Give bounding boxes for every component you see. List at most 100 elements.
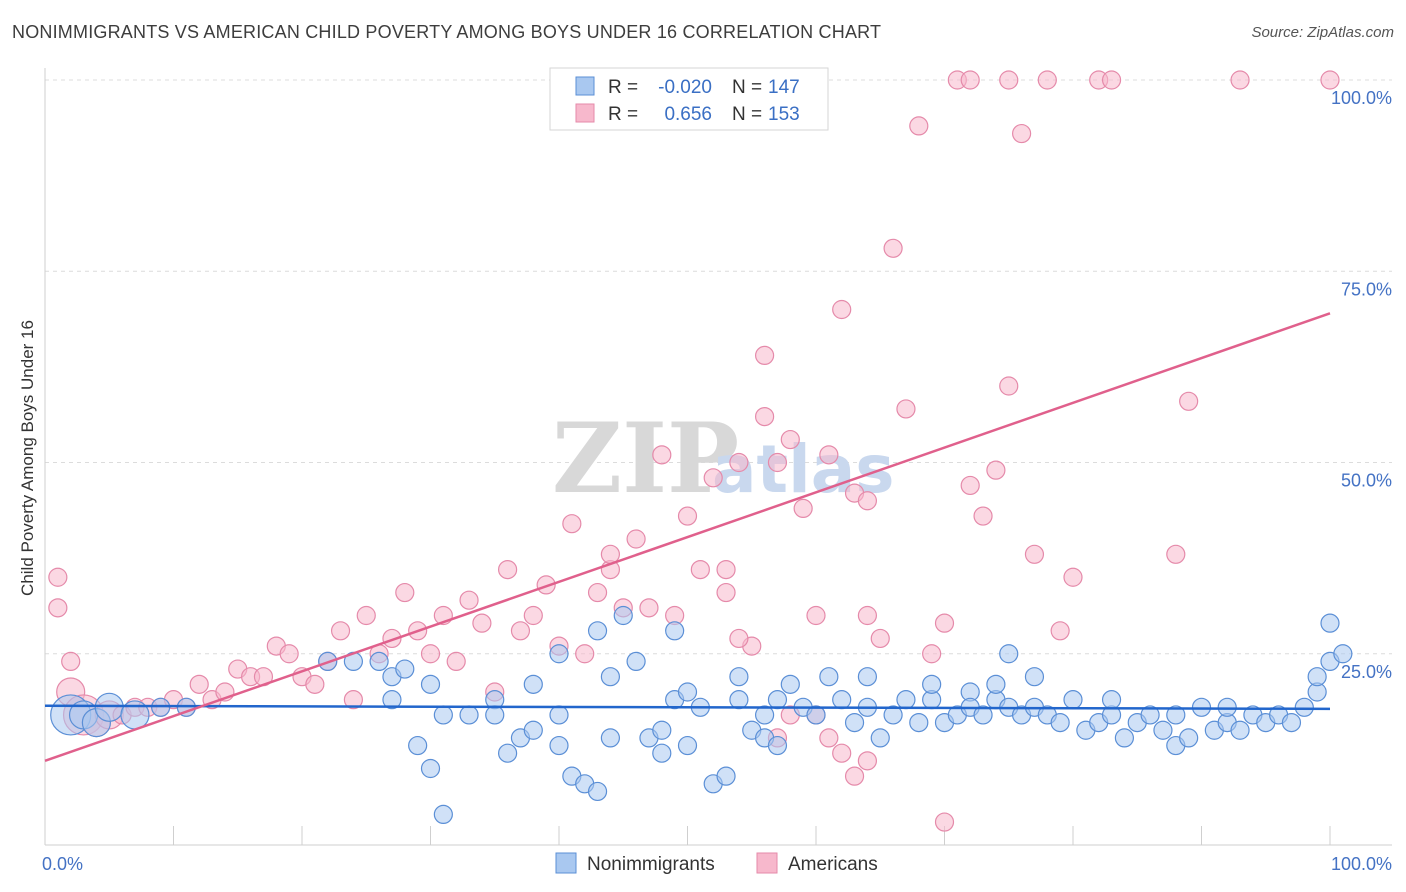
nonimmigrants-point — [1114, 728, 1135, 748]
americans-point — [999, 70, 1019, 90]
americans-point — [189, 674, 209, 694]
americans-point — [510, 621, 531, 641]
nonimmigrants-point — [1140, 705, 1160, 725]
bottom-legend-swatch-americans — [756, 852, 778, 874]
legend-r-label-1: R = — [608, 77, 638, 98]
nonimmigrants-point — [973, 705, 993, 725]
nonimmigrants-point — [459, 705, 479, 725]
nonimmigrants-point — [806, 705, 826, 725]
americans-point — [857, 751, 878, 771]
nonimmigrants-point — [1050, 712, 1070, 733]
americans-point — [703, 468, 723, 488]
nonimmigrants-point — [369, 651, 389, 672]
nonimmigrants-point — [1166, 705, 1186, 725]
legend-r-value-1: -0.020 — [658, 77, 712, 98]
americans-point — [844, 766, 865, 786]
nonimmigrants-point — [729, 690, 749, 710]
bottom-legend-swatch-nonimmigrants — [555, 852, 577, 874]
nonimmigrants-point — [652, 743, 672, 763]
legend: R = -0.020 N = 147 R = 0.656 N = 153 — [549, 67, 829, 131]
americans-point — [909, 116, 929, 136]
americans-point — [896, 399, 916, 419]
americans-point — [729, 452, 749, 473]
americans-point — [343, 690, 363, 710]
americans-point — [857, 605, 878, 626]
americans-point — [523, 605, 543, 626]
nonimmigrants-point — [1333, 644, 1353, 664]
americans-point — [767, 452, 788, 473]
nonimmigrants-point — [819, 667, 839, 687]
watermark: ZIP atlas — [552, 402, 895, 515]
nonimmigrants-point — [1024, 667, 1045, 687]
americans-point — [587, 582, 608, 603]
grid — [45, 79, 1392, 655]
y-tick-label: 50.0% — [1341, 471, 1392, 491]
nonimmigrants-point — [1101, 690, 1122, 710]
americans-point — [754, 345, 775, 365]
americans-point — [716, 559, 736, 580]
nonimmigrants-point — [896, 690, 916, 710]
legend-n-value-1: 147 — [768, 77, 800, 98]
y-tick-label: 75.0% — [1341, 279, 1392, 299]
legend-swatch-americans — [575, 103, 595, 123]
bottom-legend: Nonimmigrants Americans — [555, 852, 878, 875]
legend-r-value-2: 0.656 — [664, 104, 712, 125]
americans-point — [1063, 567, 1083, 587]
americans-point — [61, 651, 81, 672]
americans-point — [690, 559, 710, 580]
axes — [44, 68, 1392, 846]
americans-point — [1037, 70, 1057, 90]
americans-point — [729, 628, 749, 649]
x-tick-labels: 0.0% 100.0% — [42, 854, 1392, 874]
americans-point — [446, 651, 466, 672]
bottom-legend-nonimmigrants: Nonimmigrants — [587, 854, 715, 875]
y-tick-label: 100.0% — [1331, 88, 1392, 108]
americans-point — [382, 628, 402, 649]
nonimmigrants-point — [909, 712, 929, 733]
americans-point — [716, 582, 736, 603]
watermark-zip: ZIP — [552, 402, 739, 515]
nonimmigrants-point — [408, 735, 428, 756]
americans-point — [922, 644, 942, 664]
y-tick-label: 25.0% — [1341, 662, 1392, 682]
nonimmigrants-point — [1063, 690, 1083, 710]
americans-point — [986, 460, 1006, 480]
nonimmigrants-point — [485, 705, 505, 725]
nonimmigrants-point — [587, 621, 608, 641]
americans-point — [832, 299, 852, 320]
americans-point — [459, 590, 479, 610]
americans-point — [999, 376, 1019, 396]
americans-trend-line — [44, 312, 1331, 763]
nonimmigrants-point — [433, 804, 453, 825]
americans-point — [857, 491, 878, 511]
americans-point — [960, 70, 980, 90]
nonimmigrants-point — [844, 712, 865, 733]
americans-point — [1320, 70, 1340, 90]
nonimmigrants-point — [832, 690, 852, 710]
legend-box — [549, 67, 829, 131]
nonimmigrants-point — [922, 674, 942, 694]
nonimmigrants-point — [94, 692, 124, 722]
americans-point — [1011, 123, 1032, 144]
nonimmigrants-point — [600, 728, 621, 748]
americans-point — [279, 644, 299, 664]
americans-point — [1024, 544, 1045, 564]
americans-point — [819, 728, 839, 748]
trend-lines — [44, 312, 1331, 763]
nonimmigrants-point — [729, 667, 749, 687]
legend-n-label-2: N = — [732, 104, 762, 125]
americans-point — [575, 644, 595, 664]
nonimmigrants-point — [549, 735, 569, 756]
nonimmigrants-point — [626, 651, 646, 672]
x-tick-label: 0.0% — [42, 854, 83, 874]
bottom-legend-americans: Americans — [788, 854, 878, 875]
nonimmigrants-point — [1281, 712, 1302, 733]
nonimmigrants-point — [652, 720, 672, 740]
americans-point — [562, 514, 582, 534]
americans-point — [934, 812, 955, 832]
americans-point — [639, 598, 659, 618]
nonimmigrants-point — [1294, 697, 1314, 717]
americans-point — [677, 506, 698, 526]
americans-point — [754, 407, 775, 427]
